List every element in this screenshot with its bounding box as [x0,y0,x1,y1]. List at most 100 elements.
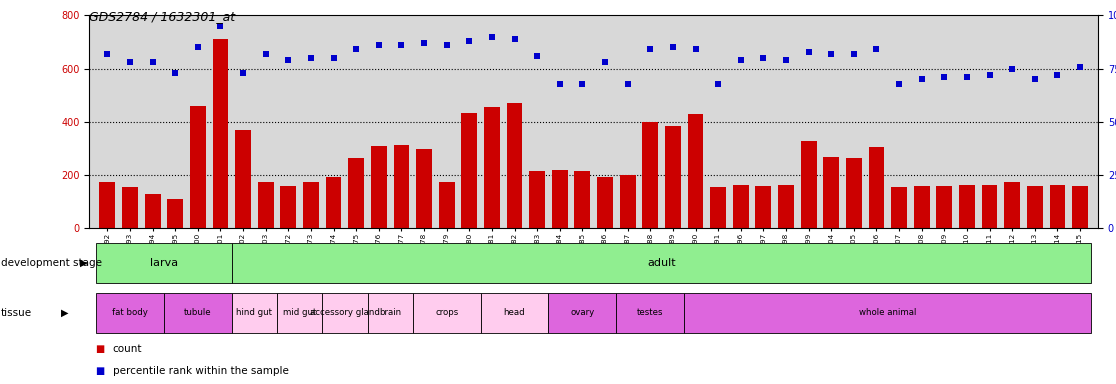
Text: larva: larva [150,258,177,268]
Point [212,23,230,29]
Point [686,46,704,53]
Bar [413,293,481,333]
Bar [507,103,522,228]
Text: ovary: ovary [570,308,595,318]
Bar [439,182,454,228]
Text: development stage: development stage [1,258,103,268]
Bar [665,126,681,228]
Bar [167,199,183,228]
Point [845,51,863,57]
Point [913,76,931,83]
Point [234,70,252,76]
Point [302,55,320,61]
Text: ▶: ▶ [80,258,88,268]
Bar [1072,186,1088,228]
Bar [416,149,432,228]
Bar [619,175,635,228]
Bar [304,182,319,228]
Text: count: count [113,344,142,354]
Bar [232,293,277,333]
Point [891,81,908,87]
Bar [643,122,658,228]
Text: ▶: ▶ [61,308,69,318]
Text: ■: ■ [95,366,104,376]
Text: whole animal: whole animal [859,308,916,318]
Bar [96,293,164,333]
Point [166,70,184,76]
Bar [1004,182,1020,228]
Bar [258,182,273,228]
Point [144,59,162,65]
Bar [348,158,364,228]
Point [574,81,591,87]
Bar [914,186,930,228]
Point [506,36,523,42]
Bar [616,293,684,333]
Bar [575,171,590,228]
Bar [684,293,1091,333]
Bar [481,293,548,333]
Point [393,42,411,48]
Point [189,44,206,50]
Text: tubule: tubule [184,308,212,318]
Point [347,46,365,53]
Bar [99,182,115,228]
Bar [552,170,568,228]
Point [461,38,479,44]
Point [415,40,433,46]
Point [528,53,546,59]
Bar [371,146,387,228]
Text: crops: crops [435,308,459,318]
Bar [733,185,749,228]
Bar [122,187,138,228]
Point [777,57,795,63]
Text: fat body: fat body [112,308,148,318]
Point [981,72,999,78]
Bar [892,187,907,228]
Bar [687,114,703,228]
Point [121,59,138,65]
Point [618,81,636,87]
Bar [597,177,613,228]
Point [754,55,772,61]
Point [935,74,953,80]
Bar [756,186,771,228]
Point [822,51,840,57]
Point [551,81,569,87]
Bar [868,147,884,228]
Point [1026,76,1043,83]
Point [958,74,975,80]
Point [279,57,297,63]
Text: ■: ■ [95,344,104,354]
Bar [936,186,952,228]
Text: head: head [503,308,526,318]
Bar [484,107,500,228]
Bar [190,106,205,228]
Text: percentile rank within the sample: percentile rank within the sample [113,366,289,376]
Bar [800,141,817,228]
Bar [277,293,323,333]
Point [1071,63,1089,70]
Text: adult: adult [647,258,676,268]
Bar [710,187,727,228]
Bar [212,39,229,228]
Text: mid gut: mid gut [283,308,316,318]
Point [800,48,818,55]
Text: GDS2784 / 1632301_at: GDS2784 / 1632301_at [89,10,235,23]
Point [325,55,343,61]
Point [867,46,885,53]
Bar [1049,185,1066,228]
Bar [1027,186,1042,228]
Text: testes: testes [637,308,664,318]
Bar [235,130,251,228]
Point [98,51,116,57]
Bar [280,186,296,228]
Bar [367,293,413,333]
Point [437,42,455,48]
Point [709,81,727,87]
Text: hind gut: hind gut [237,308,272,318]
Bar [959,185,975,228]
Bar [96,243,232,283]
Bar [461,113,478,228]
Text: accessory gland: accessory gland [310,308,379,318]
